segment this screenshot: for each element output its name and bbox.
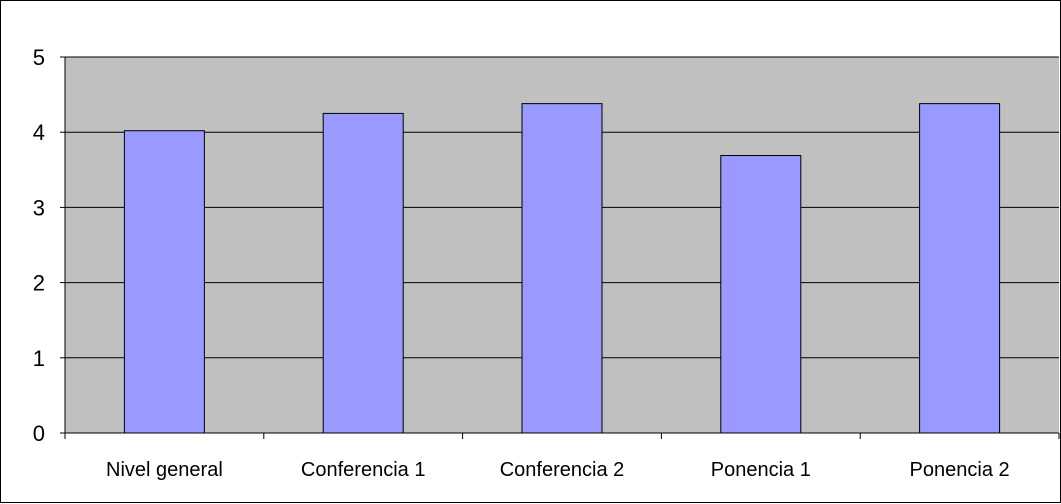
- bar: [919, 103, 1001, 434]
- y-tick-label: 5: [33, 45, 45, 70]
- x-tick-labels: Nivel general Conferencia 1 Conferencia 2 P…: [106, 459, 1010, 481]
- y-tick-label: 4: [33, 120, 45, 145]
- y-tick-label: 3: [33, 195, 45, 220]
- x-tick-label: Nivel general: [106, 459, 223, 481]
- bar: [521, 103, 603, 434]
- x-tick-label: Conferencia 2: [500, 459, 625, 481]
- x-tick-label: Conferencia 1: [301, 459, 426, 481]
- bar: [720, 155, 802, 434]
- y-tick-label: 2: [33, 271, 45, 296]
- x-tick-label: Ponencia 1: [711, 459, 811, 481]
- bar: [123, 130, 205, 434]
- bar: [322, 112, 404, 434]
- y-tick-labels: 0 1 2 3 4 5: [33, 45, 45, 446]
- y-tick-label: 1: [33, 346, 45, 371]
- y-tick-label: 0: [33, 421, 45, 446]
- x-tick-label: Ponencia 2: [910, 459, 1010, 481]
- bars: [123, 103, 1001, 434]
- axes: [64, 57, 1060, 439]
